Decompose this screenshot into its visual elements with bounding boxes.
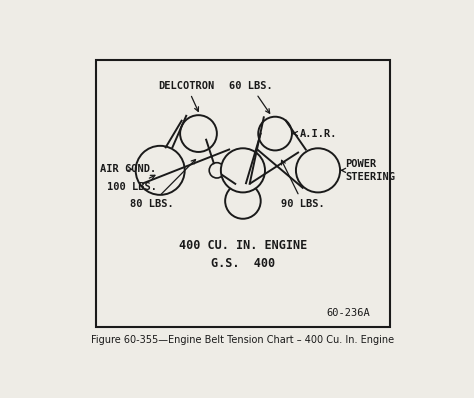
Circle shape: [136, 146, 185, 195]
Text: 60 LBS.: 60 LBS.: [229, 81, 273, 113]
Circle shape: [180, 115, 217, 152]
Text: 60-236A: 60-236A: [327, 308, 370, 318]
Text: AIR COND.: AIR COND.: [100, 164, 157, 174]
Text: Figure 60-355—Engine Belt Tension Chart – 400 Cu. In. Engine: Figure 60-355—Engine Belt Tension Chart …: [91, 336, 394, 345]
Text: 90 LBS.: 90 LBS.: [281, 160, 325, 209]
Text: DELCOTRON: DELCOTRON: [159, 81, 215, 111]
FancyBboxPatch shape: [96, 60, 390, 327]
Text: 100 LBS.: 100 LBS.: [107, 175, 156, 192]
Circle shape: [225, 183, 261, 219]
Circle shape: [296, 148, 340, 192]
Text: 400 CU. IN. ENGINE: 400 CU. IN. ENGINE: [179, 239, 307, 252]
Text: 80 LBS.: 80 LBS.: [129, 160, 196, 209]
Text: POWER
STEERING: POWER STEERING: [341, 159, 396, 181]
Text: G.S.  400: G.S. 400: [211, 258, 275, 270]
Circle shape: [209, 163, 225, 178]
Circle shape: [221, 148, 265, 192]
Circle shape: [258, 117, 292, 150]
Text: A.I.R.: A.I.R.: [293, 129, 337, 139]
